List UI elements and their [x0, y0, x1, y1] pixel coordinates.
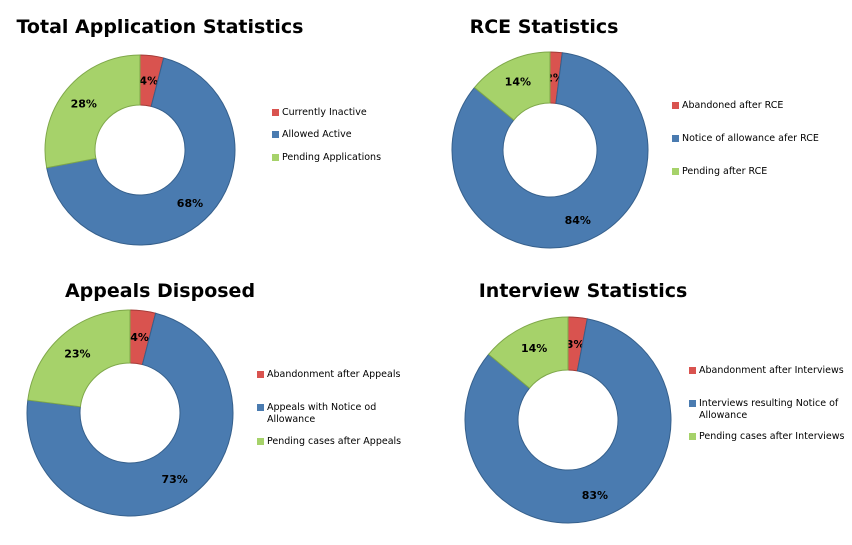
legend-item: Pending cases after Interviews	[689, 431, 849, 443]
legend-swatch-blue	[689, 400, 696, 407]
chart-title-appeals: Appeals Disposed	[64, 280, 256, 302]
legend-label: Allowed Active	[282, 129, 352, 140]
legend-label: Notice of allowance afer RCE	[682, 133, 819, 144]
donut-slice	[487, 316, 569, 389]
legend-item: Abandonment after Interviews	[689, 365, 849, 377]
donut-slice	[46, 57, 236, 246]
legend-label: Interviews resulting Notice of Allowance	[699, 398, 839, 421]
chart-title-interviews: Interview Statistics	[478, 280, 688, 302]
donut-slice	[464, 318, 672, 524]
legend-label: Abandonment after Appeals	[267, 369, 401, 380]
legend-item: Appeals with Notice od Allowance	[257, 402, 397, 426]
chart-title-rce: RCE Statistics	[469, 16, 619, 38]
legend-swatch-green	[257, 438, 264, 445]
legend-label: Pending after RCE	[682, 166, 768, 177]
legend-swatch-red	[672, 102, 679, 109]
legend-item: Pending after RCE	[672, 166, 842, 178]
legend-swatch-red	[272, 109, 279, 116]
legend-swatch-green	[272, 154, 279, 161]
donut-slice	[27, 309, 131, 408]
data-label: 28%	[71, 97, 97, 110]
donut-slice	[451, 52, 649, 249]
legend-item: Abandonment after Appeals	[257, 369, 407, 381]
data-label: 84%	[565, 214, 591, 227]
legend-label: Pending cases after Appeals	[267, 436, 402, 447]
data-label: 4%	[130, 331, 149, 344]
data-label: 23%	[64, 347, 90, 360]
donut-slice	[26, 312, 234, 517]
legend-item: Notice of allowance afer RCE	[672, 133, 842, 145]
legend-label: Pending Applications	[282, 152, 382, 163]
legend-label: Abandoned after RCE	[682, 100, 784, 111]
legend-swatch-red	[689, 367, 696, 374]
legend-item: Pending cases after Appeals	[257, 436, 407, 448]
legend-label: Currently Inactive	[282, 107, 367, 118]
legend-item: Pending Applications	[272, 152, 442, 164]
legend-swatch-green	[672, 168, 679, 175]
legend-label: Abandonment after Interviews	[699, 365, 844, 376]
legend-swatch-red	[257, 371, 264, 378]
legend-swatch-blue	[257, 404, 264, 411]
legend-label: Appeals with Notice od Allowance	[267, 402, 377, 425]
data-label: 3%	[566, 338, 585, 351]
legend-swatch-green	[689, 433, 696, 440]
legend-item: Allowed Active	[272, 129, 442, 141]
legend-label: Pending cases after Interviews	[699, 431, 845, 442]
donut-slice	[473, 51, 551, 121]
data-label: 73%	[162, 473, 188, 486]
legend-item: Currently Inactive	[272, 107, 442, 119]
legend-swatch-blue	[272, 131, 279, 138]
chart-title-total-applications: Total Application Statistics	[16, 16, 304, 38]
data-label: 83%	[582, 489, 608, 502]
data-label: 14%	[505, 76, 531, 89]
legend-swatch-blue	[672, 135, 679, 142]
data-label: 4%	[139, 75, 158, 88]
legend-item: Abandoned after RCE	[672, 100, 842, 112]
donut-slice	[44, 54, 141, 169]
data-label: 14%	[521, 342, 547, 355]
data-label: 68%	[177, 197, 203, 210]
legend-item: Interviews resulting Notice of Allowance	[689, 398, 839, 422]
